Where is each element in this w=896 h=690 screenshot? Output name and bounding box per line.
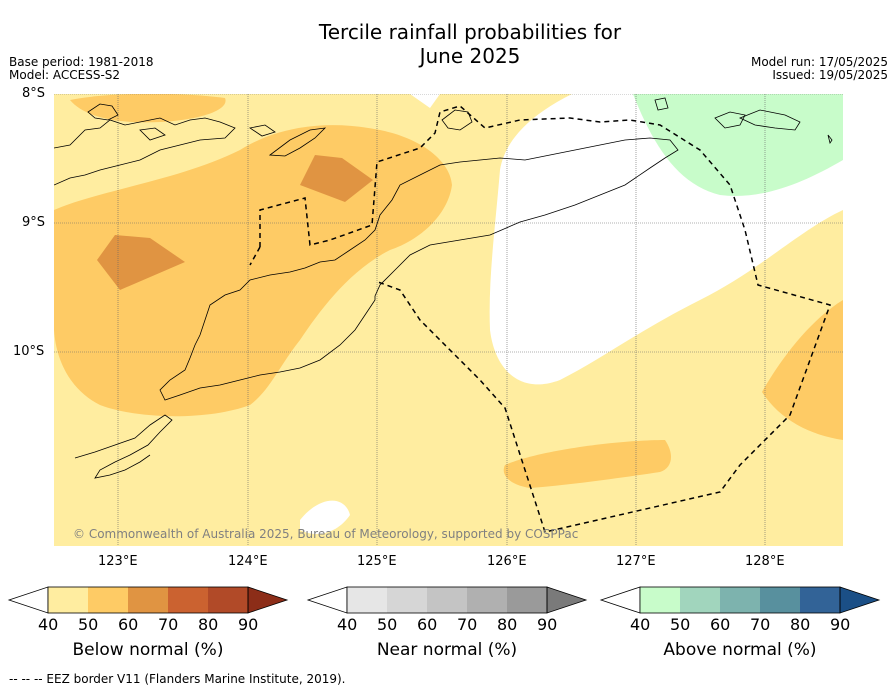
base-period: Base period: 1981-2018 [9,55,154,69]
cb-near-tick-70: 70 [457,615,478,634]
cb-above-tick-90: 90 [830,615,851,634]
below-normal-50-60-area [54,125,452,417]
lon-label-128e: 128°E [745,554,785,569]
lon-label-125e: 125°E [357,554,397,569]
colorbar-near-under-arrow [306,586,348,614]
colorbar-near-segment-3 [427,587,467,613]
cb-near-tick-90: 90 [537,615,558,634]
colorbar-below-segment-4 [168,587,208,613]
colorbar-below-under-arrow [7,586,49,614]
colorbar-above-segment-3 [720,587,760,613]
colorbar-below-over-arrow [247,586,289,614]
lon-label-124e: 124°E [228,554,268,569]
colorbar-below-normal [7,586,289,614]
colorbar-above-over-arrow [839,586,881,614]
colorbar-above-segment-1 [640,587,680,613]
lat-label-8s: 8°S [22,86,46,101]
colorbar-near-label: Near normal (%) [376,640,518,660]
cb-above-tick-70: 70 [750,615,771,634]
colorbar-near-segment-2 [387,587,427,613]
cb-below-tick-80: 80 [198,615,219,634]
colorbar-above-under-arrow [599,586,641,614]
title-line-2: June 2025 [419,44,521,68]
cb-above-tick-50: 50 [670,615,691,634]
cb-near-tick-40: 40 [337,615,358,634]
colorbar-above-label: Above normal (%) [663,640,817,660]
no-dominant-area-south [300,500,350,535]
cb-above-tick-60: 60 [710,615,731,634]
copyright-notice: © Commonwealth of Australia 2025, Bureau… [73,527,578,541]
below-normal-50-60-area-north [70,94,226,123]
colorbar-near-normal [306,586,588,614]
colorbar-below-segment-3 [128,587,168,613]
below-normal-50-60-area-east [762,300,843,440]
model-name: Model: ACCESS-S2 [9,68,121,82]
colorbar-above-segment-4 [760,587,800,613]
colorbar-near-over-arrow [546,586,588,614]
model-info: Base period: 1981-2018 Model: ACCESS-S2 [9,56,154,82]
lat-label-10s: 10°S [13,344,45,359]
graticule [54,94,843,546]
issued-date: Issued: 19/05/2025 [772,68,888,82]
lat-label-9s: 9°S [22,215,46,230]
colorbar-near-segment-4 [467,587,507,613]
below-normal-50-60-area-south [503,440,672,488]
above-normal-40-50-area [633,94,843,196]
colorbar-below-label: Below normal (%) [72,640,224,660]
cb-below-tick-60: 60 [118,615,139,634]
colorbar-near-segment-5 [507,587,547,613]
cb-above-tick-40: 40 [630,615,651,634]
title-line-1: Tercile rainfall probabilities for [318,20,622,44]
eez-border [249,105,831,533]
eez-legend-note: -- -- -- EEZ border V11 (Flanders Marine… [9,672,346,686]
lon-label-126e: 126°E [487,554,527,569]
run-info: Model run: 17/05/2025 Issued: 19/05/2025 [751,56,888,82]
cb-near-tick-80: 80 [497,615,518,634]
cb-near-tick-50: 50 [377,615,398,634]
cb-near-tick-60: 60 [417,615,438,634]
below-normal-60-70-area-west [97,235,185,290]
colorbar-above-segment-2 [680,587,720,613]
cb-below-tick-70: 70 [158,615,179,634]
colorbar-above-segment-5 [800,587,840,613]
below-normal-60-70-area-central [300,155,373,202]
colorbar-near-segment-1 [347,587,387,613]
colorbar-below-segment-1 [48,587,88,613]
colorbar-below-segment-5 [208,587,248,613]
no-dominant-area-small [410,94,440,108]
cb-below-tick-40: 40 [38,615,59,634]
colorbar-below-segment-2 [88,587,128,613]
map-title: Tercile rainfall probabilities for June … [0,20,896,68]
colorbar-above-normal [599,586,881,614]
lon-label-123e: 123°E [98,554,138,569]
coastlines [54,97,833,479]
lon-label-127e: 127°E [616,554,656,569]
cb-below-tick-50: 50 [78,615,99,634]
model-run-date: Model run: 17/05/2025 [750,55,888,69]
cb-below-tick-90: 90 [238,615,259,634]
cb-above-tick-80: 80 [790,615,811,634]
map-area: © Commonwealth of Australia 2025, Bureau… [54,94,843,546]
